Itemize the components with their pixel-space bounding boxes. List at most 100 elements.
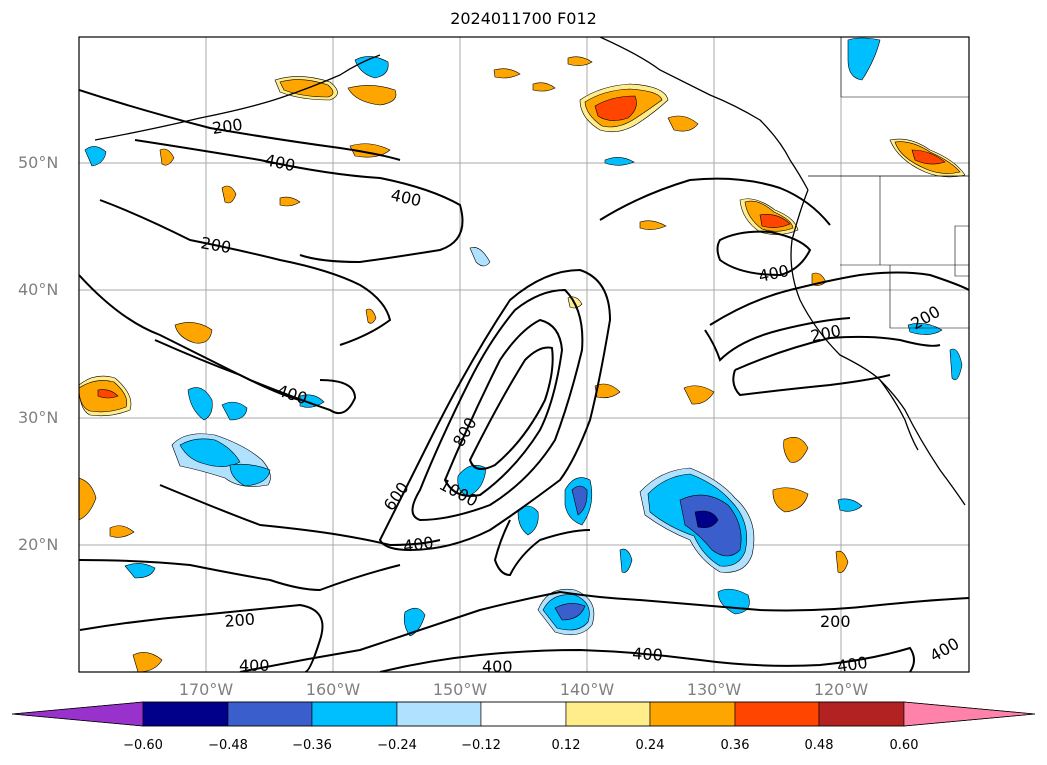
colorbar-cell <box>396 701 482 727</box>
lon-label-170w: 170°W <box>178 680 234 699</box>
lat-label-20n: 20°N <box>18 535 59 554</box>
state-boundaries <box>840 176 969 329</box>
lon-label-130w: 130°W <box>686 680 742 699</box>
colorbar-cell <box>480 701 567 727</box>
contour-line <box>411 288 584 522</box>
positive-anomaly-patch <box>279 196 301 207</box>
negative-anomaly-patch <box>84 146 107 167</box>
contour-label: 200 <box>211 115 244 138</box>
contour-label: 400 <box>836 653 869 676</box>
contour-line <box>79 603 324 672</box>
contour-line <box>154 339 301 401</box>
colorbar-tick-label: 0.24 <box>635 738 665 753</box>
negative-anomaly-patch <box>187 387 213 421</box>
lon-label-150w: 150°W <box>432 680 488 699</box>
positive-anomaly-patch <box>567 56 593 66</box>
negative-anomaly-patch <box>124 563 156 579</box>
contour-line <box>134 139 464 264</box>
contour-line <box>79 274 357 414</box>
alaska-coast <box>599 37 809 191</box>
map-title: 2024011700 F012 <box>450 9 597 28</box>
negative-anomaly-patch <box>517 505 539 536</box>
canada-province-border <box>840 37 969 98</box>
negative-anomaly-patch <box>571 485 588 516</box>
baja-california <box>879 379 919 451</box>
negative-anomaly-patch <box>469 247 491 267</box>
colorbar-tick-label: −0.36 <box>292 738 332 753</box>
contour-line <box>709 271 969 326</box>
colorbar-tick-label: 0.36 <box>720 738 750 753</box>
contour-line <box>732 369 891 397</box>
positive-anomaly-patch <box>109 525 135 538</box>
contour-line <box>704 317 851 362</box>
positive-anomaly-patch <box>594 383 621 399</box>
lon-label-140w: 140°W <box>559 680 615 699</box>
negative-anomaly-patch <box>837 498 863 512</box>
negative-anomaly-patch <box>403 607 426 637</box>
contour-label: 200 <box>820 612 851 631</box>
lon-label-120w: 120°W <box>813 680 869 699</box>
negative-anomaly-patch <box>604 157 635 166</box>
negative-anomaly-patch <box>619 548 633 573</box>
colorbar-cell <box>818 701 905 727</box>
contour-line <box>79 89 401 161</box>
negative-anomaly-patch <box>179 438 241 467</box>
positive-anomaly-patch <box>493 68 521 79</box>
contour-line <box>493 519 591 577</box>
positive-anomaly-patch <box>221 185 237 204</box>
contour-line <box>159 484 441 547</box>
colorbar-tick-label: 0.12 <box>551 738 581 753</box>
positive-anomaly-patch <box>174 322 213 344</box>
lon-label-160w: 160°W <box>305 680 361 699</box>
lat-label-40n: 40°N <box>18 280 59 299</box>
colorbar-tick-label: −0.12 <box>461 738 501 753</box>
positive-anomaly-patch <box>639 220 667 230</box>
colorbar-tick-label: −0.48 <box>208 738 248 753</box>
contour-line <box>378 268 612 552</box>
negative-anomaly-patch <box>554 603 586 621</box>
negative-anomaly-patch <box>457 465 487 497</box>
negative-anomaly-patch <box>221 401 248 421</box>
colorbar-extend-max <box>903 701 1036 727</box>
contour-line <box>443 318 564 497</box>
contour-line <box>716 230 812 277</box>
negative-anomaly-patch <box>694 510 719 528</box>
contour-label: 400 <box>632 644 663 665</box>
positive-anomaly-patch <box>79 477 97 521</box>
negative-anomaly-patch <box>299 394 325 408</box>
negative-anomaly-patch <box>847 37 881 81</box>
lat-label-30n: 30°N <box>18 408 59 427</box>
colorbar-cell <box>227 701 313 727</box>
contour-line <box>379 646 915 672</box>
positive-anomaly-patch <box>759 214 791 228</box>
positive-anomaly-patch <box>835 550 849 573</box>
contour-line <box>599 177 831 226</box>
colorbar <box>11 701 1036 727</box>
positive-anomaly-patch <box>347 85 397 106</box>
contour-line <box>734 335 941 371</box>
contour-line <box>99 199 392 346</box>
positive-anomaly-patch <box>683 385 715 405</box>
positive-anomaly-patch <box>159 148 175 166</box>
lat-label-50n: 50°N <box>18 153 59 172</box>
negative-anomaly-patch <box>229 463 271 487</box>
positive-anomaly-patch <box>97 389 119 399</box>
colorbar-cell <box>142 701 229 727</box>
colorbar-tick-label: −0.24 <box>377 738 417 753</box>
contour-line <box>468 346 554 470</box>
positive-anomaly-patch <box>772 487 809 513</box>
gridlines <box>79 37 969 672</box>
contour-label: 200 <box>224 609 256 631</box>
contour-label: 400 <box>239 656 270 675</box>
contour-label: 400 <box>482 657 513 676</box>
colorbar-tick-label: 0.60 <box>889 738 919 753</box>
contour-line <box>239 590 969 672</box>
colorbar-cell <box>649 701 736 727</box>
coastlines <box>94 37 969 506</box>
positive-anomaly-patch <box>532 82 556 92</box>
positive-anomaly-patch <box>594 95 637 121</box>
negative-anomaly-patch <box>907 323 943 335</box>
positive-anomaly-patch <box>911 149 946 165</box>
negative-anomaly-patch <box>949 348 963 381</box>
